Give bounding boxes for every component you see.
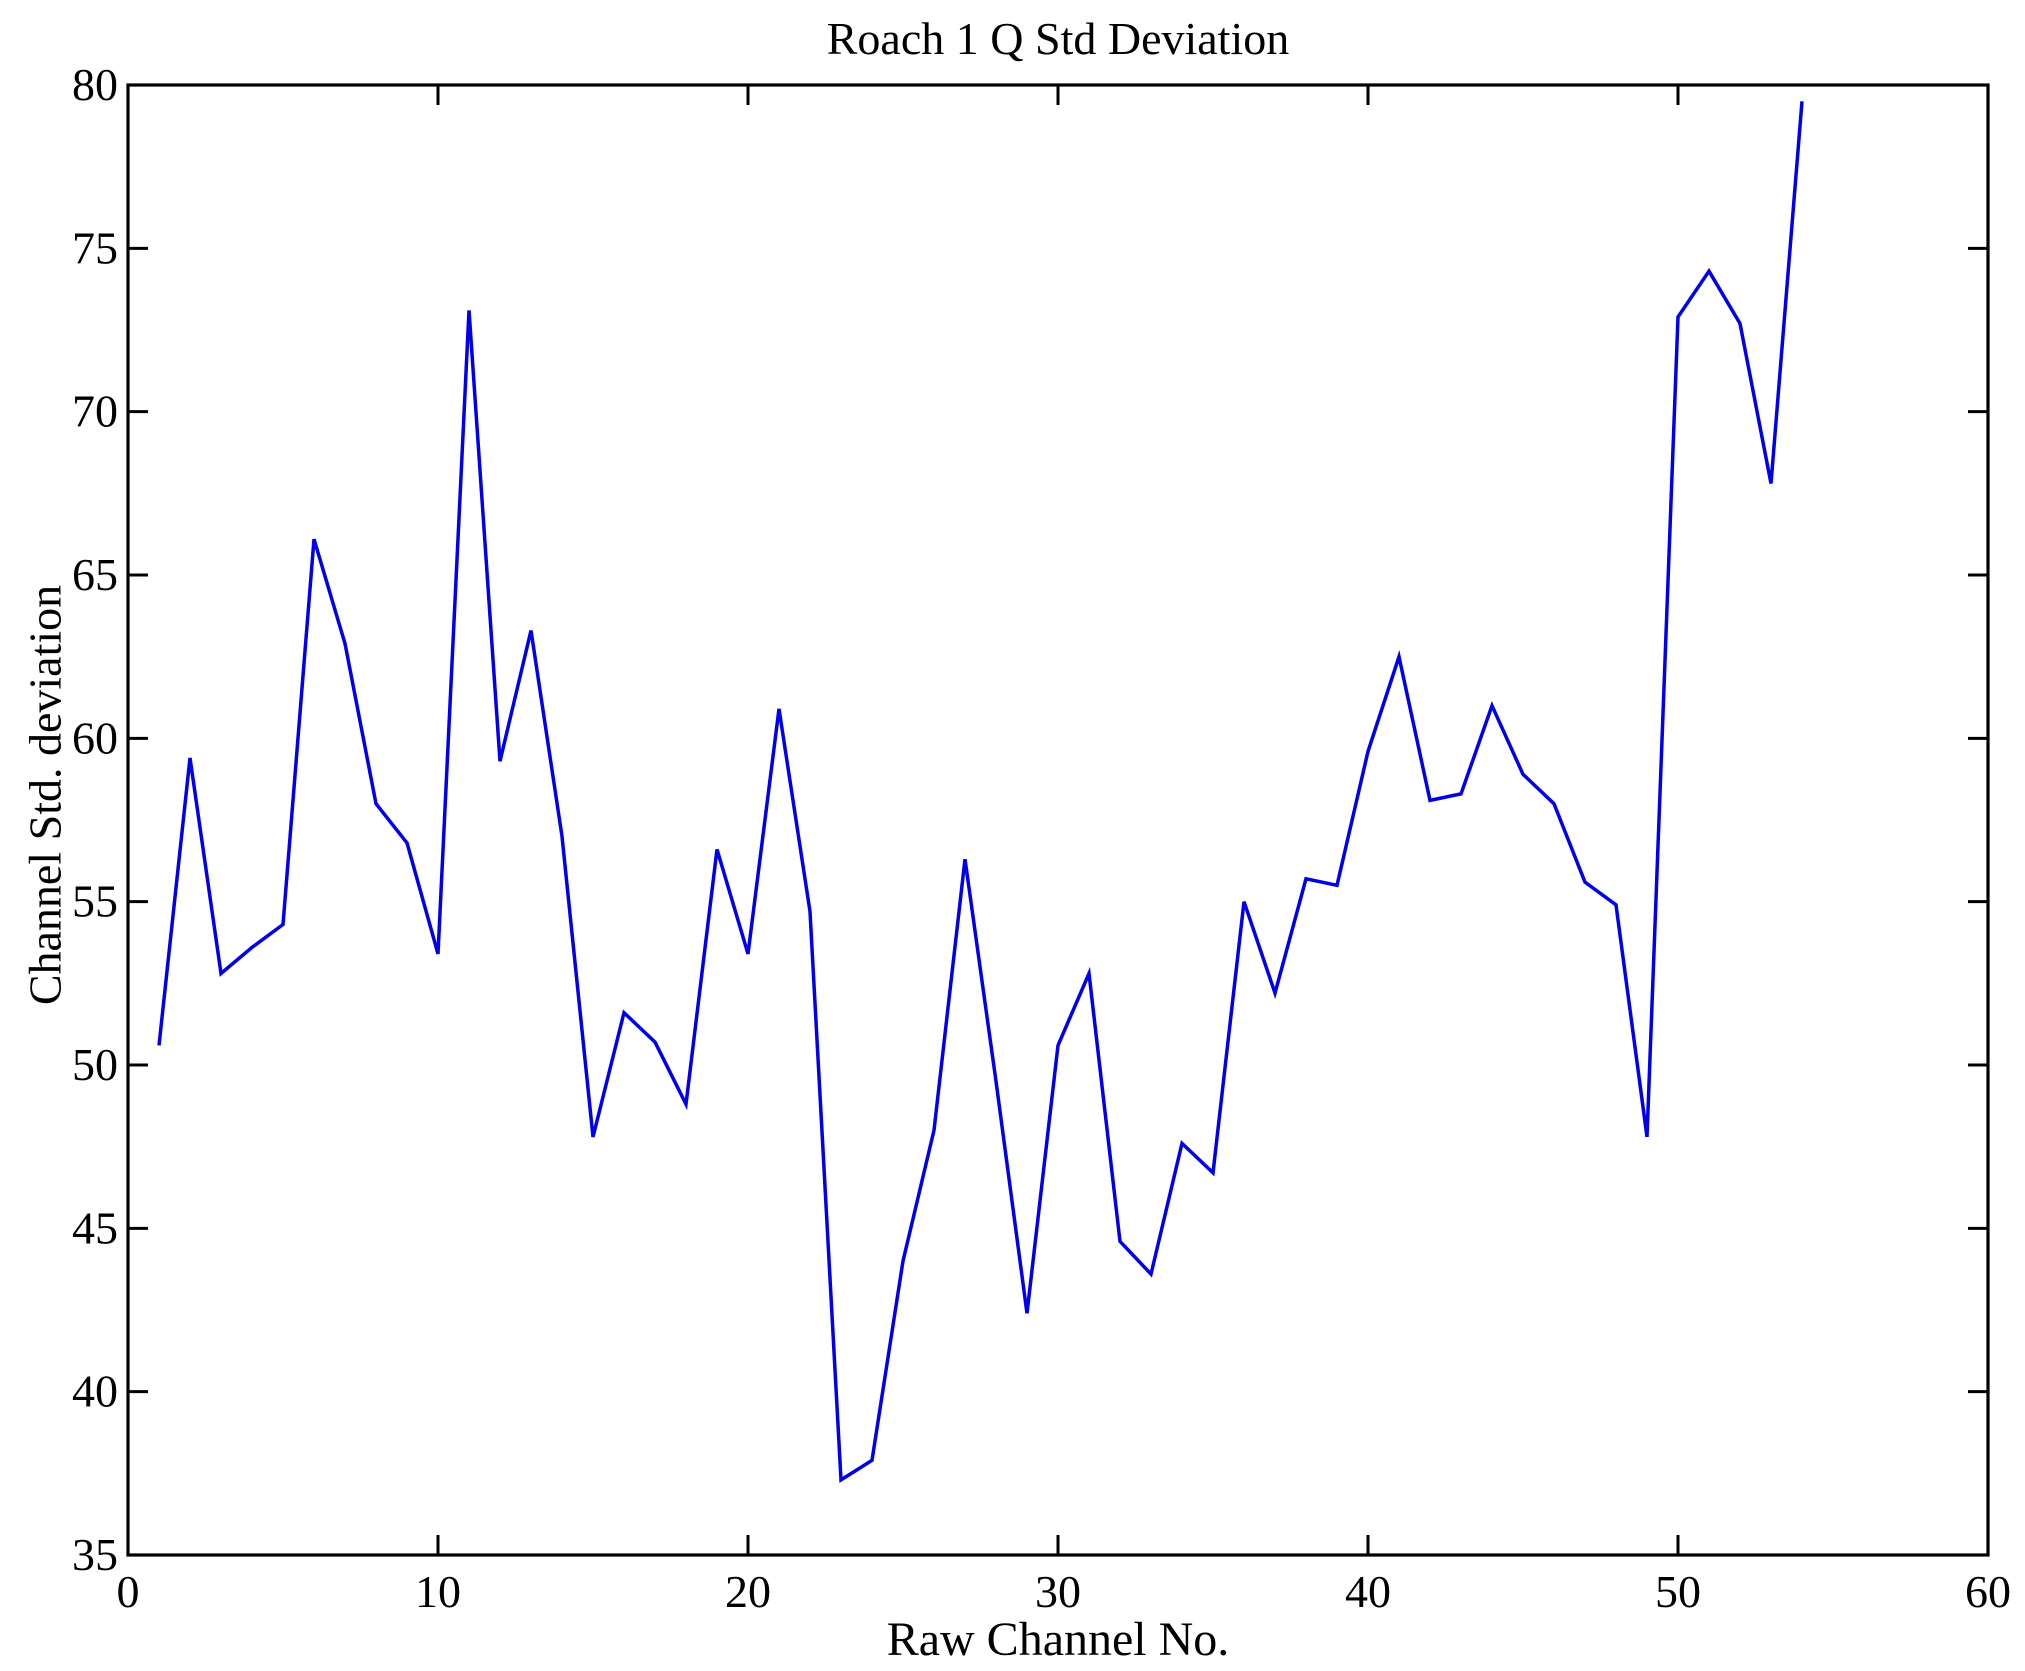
chart-title: Roach 1 Q Std Deviation — [826, 13, 1290, 64]
y-tick-label: 80 — [72, 59, 118, 110]
x-tick-label: 50 — [1655, 1566, 1701, 1617]
y-tick-label: 75 — [72, 222, 118, 273]
x-tick-label: 30 — [1035, 1566, 1081, 1617]
x-tick-label: 0 — [117, 1566, 140, 1617]
y-tick-label: 45 — [72, 1202, 118, 1253]
y-tick-label: 50 — [72, 1039, 118, 1090]
y-tick-label: 65 — [72, 549, 118, 600]
x-tick-label: 20 — [725, 1566, 771, 1617]
x-tick-label: 10 — [415, 1566, 461, 1617]
y-tick-label: 35 — [72, 1529, 118, 1580]
x-axis-label: Raw Channel No. — [886, 1613, 1230, 1666]
y-tick-label: 70 — [72, 386, 118, 437]
data-line — [157, 101, 1804, 1483]
y-tick-label: 40 — [72, 1366, 118, 1417]
y-tick-label: 60 — [72, 712, 118, 763]
axes-box — [126, 83, 1990, 1557]
x-tick-label: 40 — [1345, 1566, 1391, 1617]
y-tick-label: 55 — [72, 876, 118, 927]
x-tick-label: 60 — [1965, 1566, 2011, 1617]
